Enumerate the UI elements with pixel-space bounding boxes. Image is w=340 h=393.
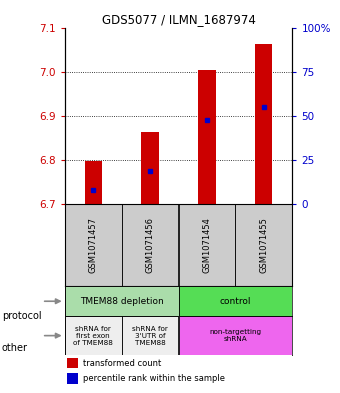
Text: shRNA for
3'UTR of
TMEM88: shRNA for 3'UTR of TMEM88	[132, 326, 168, 345]
Text: TMEM88 depletion: TMEM88 depletion	[80, 297, 164, 306]
Bar	[65, 204, 121, 286]
Bar	[121, 316, 178, 355]
Text: protocol: protocol	[2, 311, 41, 321]
Bar	[65, 286, 178, 316]
Bar	[255, 44, 272, 204]
Bar	[85, 161, 102, 204]
Text: transformed count: transformed count	[83, 359, 161, 368]
Title: GDS5077 / ILMN_1687974: GDS5077 / ILMN_1687974	[102, 13, 255, 26]
Text: GSM1071455: GSM1071455	[259, 217, 268, 273]
Text: GSM1071456: GSM1071456	[146, 217, 154, 273]
Text: GSM1071457: GSM1071457	[89, 217, 98, 273]
Bar	[141, 132, 158, 204]
Bar	[235, 204, 292, 286]
Bar	[67, 358, 78, 369]
Text: percentile rank within the sample: percentile rank within the sample	[83, 374, 225, 383]
Bar	[178, 286, 292, 316]
Bar	[65, 316, 121, 355]
Bar	[178, 204, 235, 286]
Text: control: control	[220, 297, 251, 306]
Text: GSM1071454: GSM1071454	[203, 217, 211, 273]
Bar	[178, 316, 292, 355]
Bar	[199, 70, 216, 204]
Text: non-targetting
shRNA: non-targetting shRNA	[209, 329, 261, 342]
Text: other: other	[2, 343, 28, 353]
Bar	[121, 204, 178, 286]
Text: shRNA for
first exon
of TMEM88: shRNA for first exon of TMEM88	[73, 326, 113, 345]
Bar	[67, 373, 78, 384]
